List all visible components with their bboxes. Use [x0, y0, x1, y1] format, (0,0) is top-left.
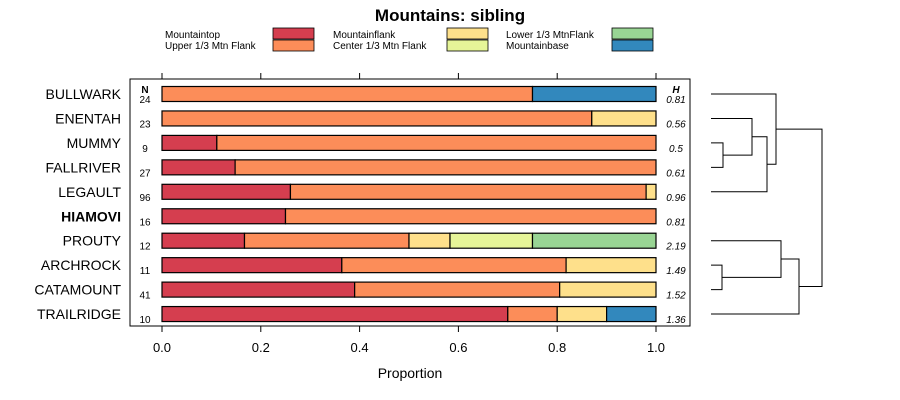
bar-segment [408, 232, 451, 249]
n-value: 9 [142, 144, 148, 155]
x-tick-label: 0.8 [548, 340, 566, 355]
bar-segment [243, 232, 410, 249]
legend-swatch [446, 27, 489, 40]
bar-segment [216, 134, 657, 151]
bar-segment [234, 159, 657, 176]
h-value: 0.61 [666, 168, 685, 179]
category-label: PROUTY [63, 233, 122, 249]
legend-swatch [272, 39, 315, 52]
n-value: 11 [140, 266, 151, 277]
bar-segment [161, 110, 593, 127]
legend-label: Center 1/3 Mtn Flank [333, 41, 427, 52]
category-label: HIAMOVI [61, 208, 121, 224]
category-label: LEGAULT [58, 184, 121, 200]
category-label: ENENTAH [55, 110, 121, 126]
bar-segment [161, 183, 292, 200]
bar-segment [531, 232, 657, 249]
bar-segment [341, 257, 567, 274]
h-value: 1.49 [666, 266, 686, 277]
n-value: 12 [139, 242, 151, 253]
x-axis: 0.0 0.2 0.4 0.6 0.8 1.0 [153, 73, 665, 355]
bar-segment [645, 183, 657, 200]
plot-frame [129, 78, 691, 327]
chart-title: Mountains: sibling [375, 6, 525, 25]
legend-label: Upper 1/3 Mtn Flank [165, 41, 257, 52]
n-value: 27 [139, 168, 151, 179]
category-label: TRAILRIDGE [37, 306, 121, 322]
n-value: 41 [139, 291, 151, 302]
h-value: 0.5 [669, 144, 683, 155]
h-value: 0.81 [666, 95, 685, 106]
dendrogram-branch [711, 117, 753, 156]
h-value: 1.36 [666, 315, 686, 326]
bar-segment [161, 257, 343, 274]
dendrogram-branch [776, 128, 823, 288]
legend-swatch [611, 27, 654, 40]
x-tick-label: 0.6 [449, 340, 467, 355]
bar-segment [507, 305, 558, 323]
bar-segment [161, 281, 356, 298]
h-value: 0.81 [666, 217, 685, 228]
n-value: 23 [139, 119, 151, 130]
x-tick-label: 0.0 [153, 340, 171, 355]
h-value: 0.96 [666, 193, 686, 204]
dendrogram-branch [711, 142, 724, 168]
chart-rows: BULLWARK 24 0.81 ENENTAH 23 0.56 MUMMY 9 0.5 FALL… [34, 85, 686, 326]
bar-segment [565, 257, 657, 274]
h-value: 1.52 [666, 291, 686, 302]
dendrogram [711, 93, 823, 315]
bar-segment [161, 85, 534, 103]
bar-segment [161, 159, 236, 176]
legend-swatch [611, 39, 654, 52]
bar-segment [161, 232, 246, 249]
bar-segment [449, 232, 534, 249]
legend-label: Lower 1/3 MtnFlank [506, 30, 595, 41]
bar-segment [354, 281, 561, 298]
bar-segment [605, 305, 657, 323]
x-tick-label: 0.2 [252, 340, 270, 355]
n-value: 24 [139, 95, 151, 106]
legend-swatch [272, 27, 315, 40]
dendrogram-branch [711, 258, 800, 315]
dendrogram-branch [711, 136, 768, 193]
bar-segment [531, 85, 657, 103]
legend-swatch [446, 39, 489, 52]
bar-segment [559, 281, 657, 298]
dendrogram-branch [711, 264, 723, 291]
n-value: 10 [139, 315, 151, 326]
legend-label: Mountainbase [506, 41, 569, 52]
x-tick-label: 1.0 [647, 340, 665, 355]
x-axis-label: Proportion [378, 365, 443, 381]
h-value: 2.19 [665, 242, 686, 253]
category-label: FALLRIVER [46, 159, 121, 175]
legend-label: Mountaintop [165, 30, 220, 41]
x-tick-label: 0.4 [351, 340, 369, 355]
h-column-header: H [672, 85, 680, 96]
n-column-header: N [141, 85, 148, 96]
n-value: 96 [139, 193, 151, 204]
category-label: ARCHROCK [41, 257, 122, 273]
category-label: CATAMOUNT [34, 282, 121, 298]
bar-segment [289, 183, 647, 200]
bar-segment [161, 134, 218, 151]
bar-segment [161, 208, 287, 225]
category-label: BULLWARK [46, 86, 122, 102]
legend-label: Mountainflank [333, 30, 396, 41]
n-value: 16 [139, 217, 151, 228]
dendrogram-branch [711, 93, 777, 165]
category-label: MUMMY [67, 135, 122, 151]
bar-segment [556, 305, 608, 323]
h-value: 0.56 [666, 119, 686, 130]
bar-segment [284, 208, 657, 225]
bar-segment [591, 110, 657, 127]
bar-segment [161, 305, 509, 323]
